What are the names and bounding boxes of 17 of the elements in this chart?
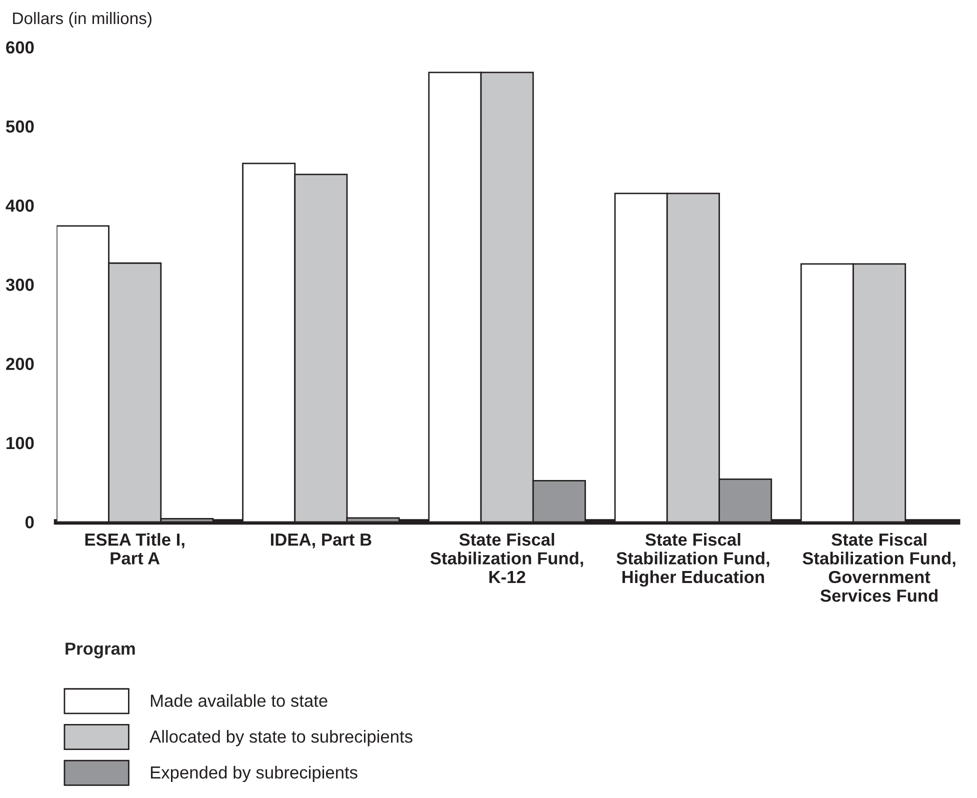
legend-label: Made available to state <box>150 694 328 707</box>
y-tick-label: 0 <box>25 516 34 528</box>
legend-label: Expended by subrecipients <box>150 766 358 782</box>
y-tick-label: 200 <box>6 358 34 370</box>
y-axis-title: Dollars (in millions) <box>13 12 152 28</box>
legend-label: Allocated by state to subrecipients <box>150 730 412 746</box>
y-tick-label: 500 <box>6 120 34 133</box>
x-tick-label: IDEA, Part B <box>270 534 372 548</box>
y-tick-label: 100 <box>6 436 34 450</box>
x-tick-label: State Fiscal Stabilization Fund, Government Services Fund <box>802 533 956 602</box>
y-tick-label: 300 <box>6 278 34 291</box>
x-tick-label: ESEA Title I, Part A <box>85 533 184 564</box>
legend-title: Program <box>66 642 135 658</box>
x-tick-label: State Fiscal Stabilization Fund, K-12 <box>430 533 584 583</box>
x-tick-label: State Fiscal Stabilization Fund, Higher Education <box>616 533 770 587</box>
y-tick-label: 600 <box>6 41 34 54</box>
y-tick-label: 400 <box>6 200 34 212</box>
